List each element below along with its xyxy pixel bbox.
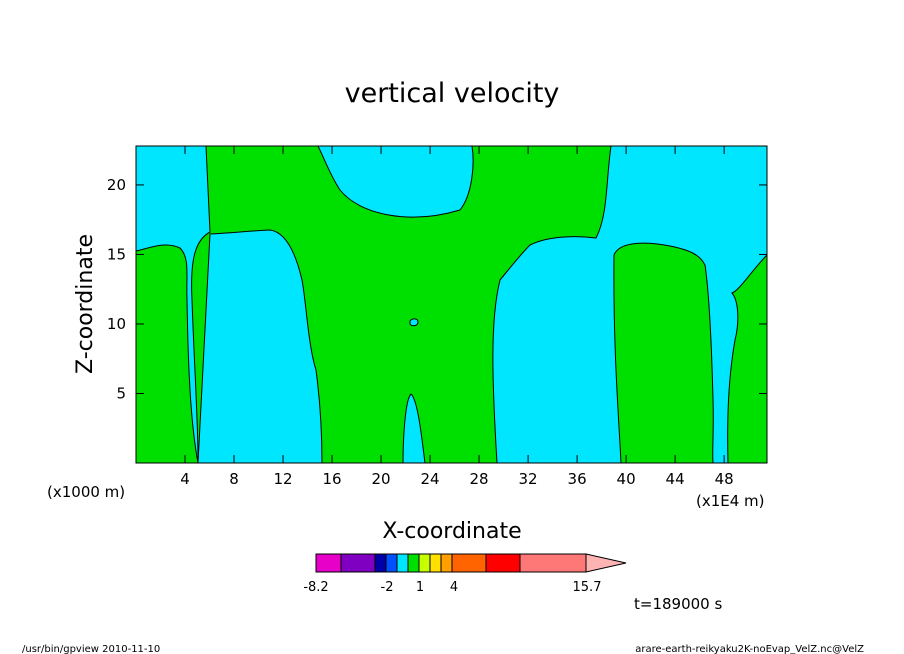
contour-region-right-b [727, 254, 767, 463]
colorbar-overflow-triangle [585, 553, 627, 573]
y-tick-label: 20 [107, 176, 126, 194]
colorbar-label: -8.2 [303, 580, 328, 595]
x-tick-label: 44 [666, 470, 685, 488]
colorbar-segment [385, 553, 398, 573]
colorbar-segment [374, 553, 387, 573]
colorbar-segment [429, 553, 442, 573]
colorbar-label: 15.7 [573, 580, 602, 595]
isolated-cell [409, 318, 419, 327]
x-tick-label: 4 [180, 470, 190, 488]
z-unit-label: (x1000 m) [47, 483, 125, 501]
time-label: t=189000 s [634, 595, 722, 613]
plot-area [136, 146, 767, 463]
x-tick-labels: 4 8 12 16 20 24 28 32 36 40 44 48 [180, 470, 733, 488]
colorbar-labels: -8.2 -2 1 4 15.7 [303, 580, 601, 595]
colorbar-segment [315, 553, 342, 573]
colorbar [315, 553, 627, 573]
colorbar-segment [519, 553, 587, 573]
x-unit-label: (x1E4 m) [696, 492, 765, 510]
footer-right: arare-earth-reikyaku2K-noEvap_VelZ.nc@Ve… [635, 644, 864, 654]
plot-frame [135, 145, 768, 464]
contour-region-left [136, 244, 199, 463]
colorbar-segment [340, 553, 376, 573]
colorbar-segment [407, 553, 420, 573]
x-tick-label: 28 [470, 470, 489, 488]
x-tick-label: 8 [229, 470, 239, 488]
footer-left: /usr/bin/gpview 2010-11-10 [22, 644, 160, 654]
y-tick-label: 15 [107, 245, 126, 263]
x-tick-label: 32 [519, 470, 538, 488]
y-tick-labels: 5 10 15 20 [107, 176, 126, 403]
x-tick-label: 36 [568, 470, 587, 488]
contour-region-center [191, 146, 612, 463]
x-tick-label: 24 [421, 470, 440, 488]
contour-region-right-a [613, 242, 714, 463]
x-tick-label: 20 [372, 470, 391, 488]
colorbar-segment [485, 553, 521, 573]
chart-title: vertical velocity [345, 78, 560, 109]
x-tick-label: 40 [617, 470, 636, 488]
colorbar-segment [396, 553, 409, 573]
y-axis-label: Z-coordinate [73, 234, 98, 374]
colorbar-label: 1 [416, 580, 424, 595]
colorbar-label: -2 [381, 580, 394, 595]
colorbar-segment [451, 553, 487, 573]
x-axis-label: X-coordinate [382, 519, 521, 544]
x-tick-label: 12 [273, 470, 292, 488]
y-tick-label: 10 [107, 315, 126, 333]
colorbar-segment [440, 553, 453, 573]
colorbar-segment [418, 553, 431, 573]
x-tick-label: 16 [322, 470, 341, 488]
x-tick-label: 48 [715, 470, 734, 488]
colorbar-label: 4 [450, 580, 458, 595]
axis-ticks [136, 146, 767, 463]
y-tick-label: 5 [116, 384, 126, 402]
